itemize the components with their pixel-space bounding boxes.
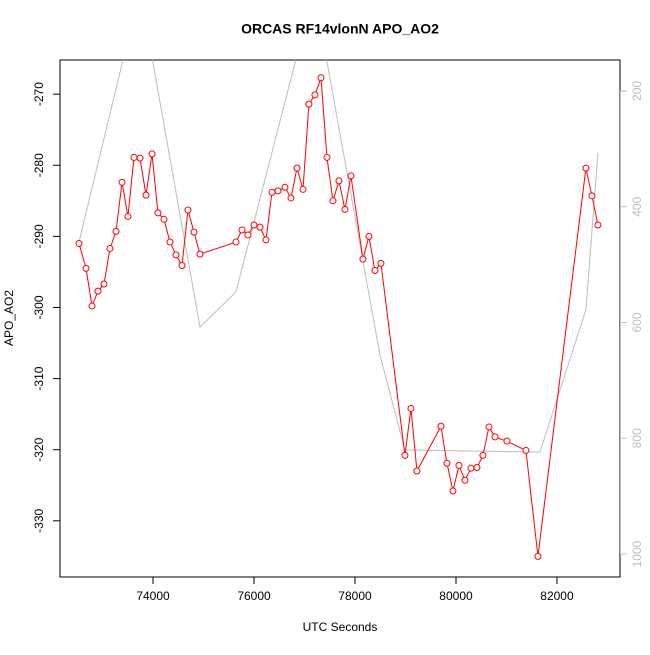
data-point <box>190 228 198 236</box>
data-point <box>371 266 379 274</box>
data-point <box>413 467 421 475</box>
y-tick-label: -320 <box>32 437 46 461</box>
plot-area <box>75 60 602 560</box>
data-point <box>588 192 596 200</box>
y2-tick-label: 200 <box>630 81 644 101</box>
data-point <box>250 221 258 229</box>
data-point <box>178 262 186 270</box>
data-point <box>274 187 282 195</box>
data-point <box>293 164 301 172</box>
data-point <box>148 150 156 158</box>
data-point <box>88 302 96 310</box>
data-point <box>94 287 102 295</box>
y2-tick-label: 1000 <box>630 540 644 567</box>
data-point <box>154 209 162 217</box>
data-point <box>75 239 83 247</box>
series-line <box>78 60 599 453</box>
y-tick-label: -310 <box>32 366 46 390</box>
data-point <box>196 250 204 258</box>
data-point <box>112 227 120 235</box>
x-tick-label: 78000 <box>338 589 372 603</box>
data-point <box>100 280 108 288</box>
x-tick-label: 80000 <box>439 589 473 603</box>
data-point <box>106 244 114 252</box>
y-tick-label: -330 <box>32 508 46 532</box>
y2-tick-label: 600 <box>630 312 644 332</box>
x-tick-label: 74000 <box>136 589 170 603</box>
data-point <box>449 487 457 495</box>
data-point <box>407 404 415 412</box>
data-point <box>238 226 246 234</box>
data-point <box>317 74 325 82</box>
data-point <box>359 255 367 263</box>
y-axis-label: APO_AO2 <box>2 290 16 346</box>
data-point <box>479 451 487 459</box>
data-point <box>184 206 192 214</box>
data-point <box>281 183 289 191</box>
data-point <box>124 212 132 220</box>
data-point <box>485 423 493 431</box>
data-point <box>287 194 295 202</box>
data-point <box>323 153 331 161</box>
y-tick-label: -280 <box>32 153 46 177</box>
data-point <box>437 422 445 430</box>
x-tick-label: 82000 <box>540 589 574 603</box>
data-point <box>136 154 144 162</box>
data-point <box>467 464 475 472</box>
data-point <box>244 231 252 239</box>
chart-title: ORCAS RF14vlonN APO_AO2 <box>241 21 439 37</box>
data-point <box>329 197 337 205</box>
data-point <box>130 153 138 161</box>
y-tick-label: -290 <box>32 224 46 248</box>
data-point <box>335 177 343 185</box>
data-point <box>461 476 469 484</box>
data-point <box>534 552 542 560</box>
y-tick-label: -270 <box>32 82 46 106</box>
series-line <box>78 77 599 557</box>
data-point <box>341 205 349 213</box>
data-point <box>455 461 463 469</box>
data-point <box>311 91 319 99</box>
data-point <box>347 172 355 180</box>
data-point <box>172 251 180 259</box>
y2-tick-label: 400 <box>630 196 644 216</box>
data-point <box>262 236 270 244</box>
data-point <box>582 164 590 172</box>
data-point <box>522 446 530 454</box>
data-point <box>256 223 264 231</box>
data-point <box>503 437 511 445</box>
data-point <box>401 451 409 459</box>
data-point <box>166 238 174 246</box>
data-point <box>232 238 240 246</box>
data-point <box>82 264 90 272</box>
data-point <box>473 463 481 471</box>
data-point <box>142 191 150 199</box>
y-tick-label: -300 <box>32 295 46 319</box>
data-point <box>443 459 451 467</box>
data-point <box>118 178 126 186</box>
data-point <box>365 232 373 240</box>
data-point <box>491 433 499 441</box>
data-point <box>377 259 385 267</box>
data-point <box>305 100 313 108</box>
x-tick-label: 76000 <box>237 589 271 603</box>
data-point <box>594 221 602 229</box>
x-axis-label: UTC Seconds <box>303 620 378 634</box>
data-point <box>268 188 276 196</box>
y2-tick-label: 800 <box>630 428 644 448</box>
data-point <box>160 215 168 223</box>
data-point <box>299 185 307 193</box>
